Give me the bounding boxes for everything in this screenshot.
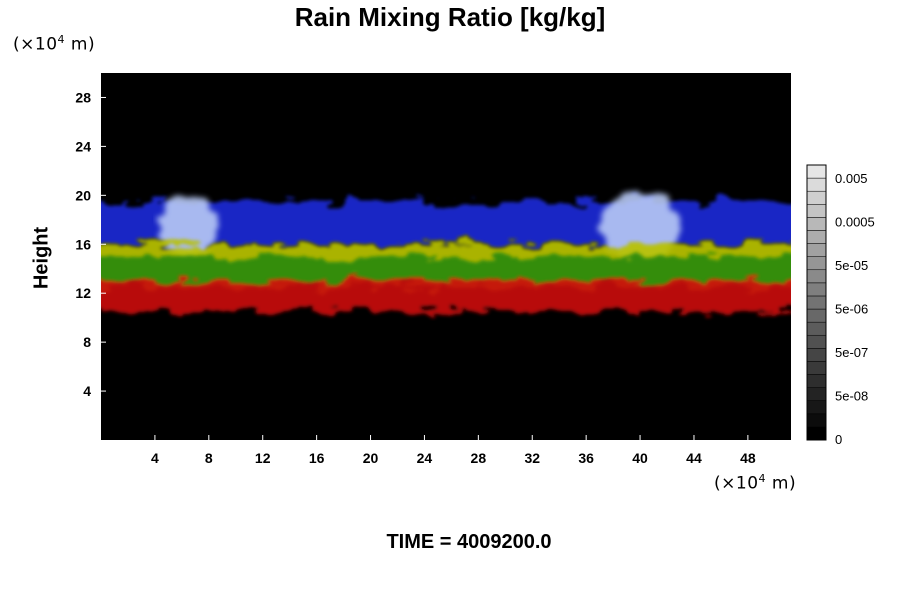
colorbar-segment: [806, 230, 827, 244]
y-tick-label: 8: [83, 334, 91, 350]
x-tick-label: 28: [471, 450, 487, 466]
x-axis-unit: (×104 m): [714, 472, 797, 494]
x-tick-label: 20: [363, 450, 379, 466]
colorbar-segment: [806, 413, 827, 428]
colorbar-segment: [806, 204, 827, 218]
colorbar-label: 0.005: [835, 171, 868, 186]
colorbar-segment: [806, 269, 827, 284]
y-axis-unit: (×104 m): [13, 33, 96, 55]
field-plume: [158, 194, 219, 258]
x-axis: 4 8 12 16 20 24 28 32 36 40 44 48: [151, 435, 756, 466]
y-tick-label: 4: [83, 383, 91, 399]
colorbar-segment: [806, 334, 827, 349]
time-label: TIME = 4009200.0: [386, 531, 552, 553]
colorbar-segment: [806, 190, 827, 205]
colorbar-segment: [806, 282, 827, 297]
field-layer-1: [158, 191, 681, 261]
colorbar-label: 0: [835, 432, 842, 447]
x-tick-label: 24: [417, 450, 433, 466]
colorbar-segment: [806, 400, 827, 415]
colorbar-segment: [806, 177, 827, 192]
field-layer-3: [101, 256, 791, 281]
colorbar-segment: [806, 217, 827, 231]
colorbar-segment: [806, 374, 827, 388]
y-tick-label: 20: [75, 187, 91, 203]
x-tick-label: 44: [686, 450, 702, 466]
colorbar-label: 5e-08: [835, 389, 868, 404]
y-axis: 4 8 12 16 20 24 28: [75, 89, 106, 399]
colorbar: 0.005 0.0005 5e-05 5e-06 5e-07 5e-08 0: [806, 164, 875, 447]
x-tick-label: 32: [524, 450, 540, 466]
colorbar-segment: [806, 426, 827, 441]
colorbar-segment: [806, 164, 827, 179]
colorbar-segment: [806, 387, 827, 401]
x-tick-label: 16: [309, 450, 325, 466]
colorbar-label: 0.0005: [835, 215, 875, 230]
field-layer-4: [101, 280, 791, 312]
colorbar-label: 5e-06: [835, 302, 868, 317]
x-tick-label: 12: [255, 450, 271, 466]
y-tick-label: 12: [75, 285, 91, 301]
x-tick-label: 4: [151, 450, 159, 466]
colorbar-frame: [806, 164, 827, 441]
colorbar-segment: [806, 321, 827, 336]
colorbar-segment: [806, 361, 827, 375]
x-tick-label: 48: [740, 450, 756, 466]
y-tick-label: 24: [75, 138, 91, 154]
colorbar-segment: [806, 295, 827, 310]
field-plume: [599, 191, 681, 261]
colorbar-label: 5e-05: [835, 258, 868, 273]
y-tick-label: 28: [75, 89, 91, 105]
colorbar-segment: [806, 308, 827, 323]
colorbar-segment: [806, 348, 827, 362]
x-tick-label: 40: [632, 450, 648, 466]
colorbar-label: 5e-07: [835, 345, 868, 360]
x-tick-label: 36: [578, 450, 594, 466]
field-layers: [101, 191, 791, 312]
x-tick-label: 8: [205, 450, 213, 466]
y-tick-label: 16: [75, 236, 91, 252]
colorbar-segment: [806, 256, 827, 271]
colorbar-segment: [806, 243, 827, 257]
chart-title: Rain Mixing Ratio [kg/kg]: [294, 2, 606, 32]
